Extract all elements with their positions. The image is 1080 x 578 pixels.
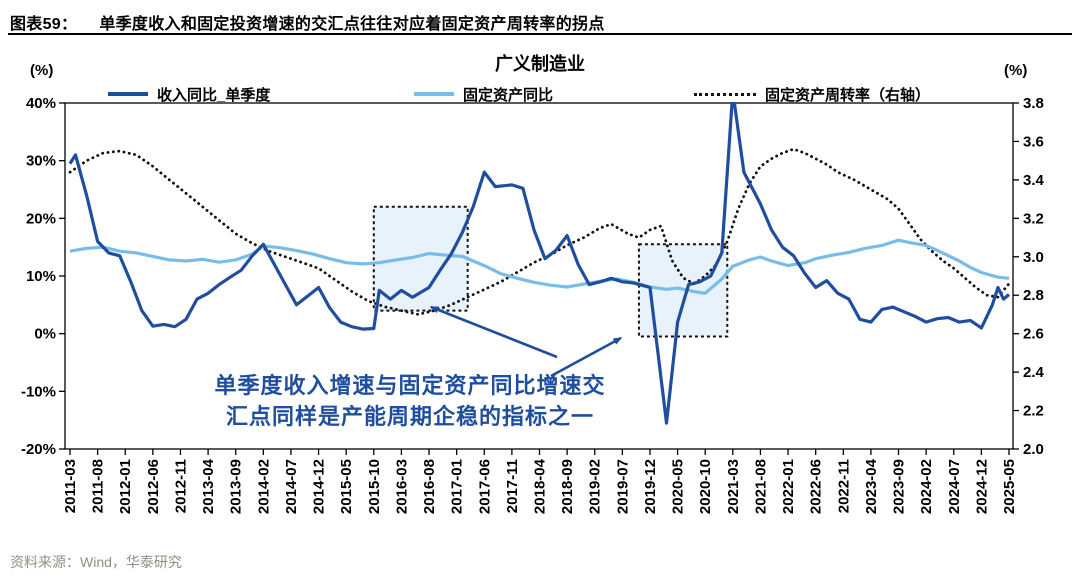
left-axis-unit: (%) <box>30 62 54 79</box>
x-axis-tick-label: 2024-07 <box>946 459 963 514</box>
x-axis-tick-label: 2011-08 <box>90 459 107 513</box>
x-axis-tick-label: 2020-05 <box>670 459 687 514</box>
right-axis-tick-label: 2.4 <box>1023 364 1045 381</box>
x-axis-tick-label: 2019-02 <box>587 459 604 514</box>
legend-item-turnover: 固定资产周转率（右轴） <box>694 84 930 104</box>
x-axis-tick-label: 2016-03 <box>393 459 410 514</box>
legend-label-fixed-assets: 固定资产同比 <box>463 86 554 104</box>
x-axis-tick-label: 2016-08 <box>421 459 438 514</box>
right-axis-tick-label: 2.2 <box>1023 403 1044 420</box>
figure-number: 图表59： <box>10 16 78 33</box>
x-axis-tick-label: 2013-09 <box>228 459 245 514</box>
x-axis-tick-label: 2015-05 <box>338 459 355 514</box>
x-axis-tick-label: 2017-06 <box>476 459 493 514</box>
right-axis-tick-label: 3.6 <box>1023 133 1044 150</box>
header-divider <box>8 33 1072 36</box>
right-axis-tick-label: 3.8 <box>1023 95 1044 112</box>
legend-swatch-fixed-assets <box>414 92 454 96</box>
x-axis-tick-label: 2012-11 <box>172 459 189 513</box>
x-axis-tick-label: 2015-10 <box>366 459 383 514</box>
annotation-arrow <box>550 336 623 378</box>
x-axis-tick-label: 2012-01 <box>117 459 134 514</box>
series-line-1 <box>69 238 1010 295</box>
right-axis-tick-label: 2.0 <box>1023 441 1044 458</box>
left-axis-tick-label: -20% <box>21 441 56 458</box>
x-axis-tick-label: 2021-03 <box>725 459 742 514</box>
right-axis-tick-label: 2.6 <box>1023 326 1044 343</box>
x-axis-tick-label: 2024-12 <box>973 459 990 514</box>
x-axis-tick-label: 2014-02 <box>255 459 272 514</box>
legend-label-revenue: 收入同比_单季度 <box>157 86 271 104</box>
left-axis-tick-label: 10% <box>26 268 56 285</box>
legend-item-revenue: 收入同比_单季度 <box>108 84 270 104</box>
x-axis-tick-label: 2019-07 <box>614 459 631 514</box>
legend-swatch-revenue <box>108 92 148 96</box>
legend-label-turnover: 固定资产周转率（右轴） <box>765 86 931 104</box>
x-axis-tick-label: 2011-03 <box>62 459 79 513</box>
x-axis-tick-label: 2022-06 <box>808 459 825 514</box>
left-axis-tick-label: 40% <box>26 95 56 112</box>
left-axis-tick-label: 30% <box>26 153 56 170</box>
right-axis-tick-label: 3.2 <box>1023 210 1044 227</box>
series-line-0 <box>68 102 1011 425</box>
figure-title: 单季度收入和固定投资增速的交汇点往往对应着固定资产周转率的拐点 <box>99 16 605 33</box>
right-axis-tick-label: 3.0 <box>1023 249 1044 266</box>
annotation-line-1: 单季度收入增速与固定资产同比增速交 <box>214 373 606 398</box>
series-line-2 <box>68 147 1011 316</box>
source-note: 资料来源：Wind，华泰研究 <box>10 554 182 570</box>
right-axis-tick-label: 2.8 <box>1023 287 1044 304</box>
x-axis-tick-label: 2019-12 <box>642 459 659 514</box>
x-axis-tick-label: 2014-07 <box>283 459 300 514</box>
left-axis-tick-label: 20% <box>26 210 56 227</box>
x-axis-tick-label: 2023-09 <box>891 459 908 514</box>
chart-annotation: 单季度收入增速与固定资产同比增速交 汇点同样是产能周期企稳的指标之一 <box>120 370 700 432</box>
x-axis-tick-label: 2025-05 <box>1001 459 1018 514</box>
x-axis-tick-label: 2021-08 <box>752 459 769 514</box>
figure-header: 图表59： 单季度收入和固定投资增速的交汇点往往对应着固定资产周转率的拐点 <box>10 10 605 34</box>
left-axis-tick-label: 0% <box>34 326 56 343</box>
left-axis-tick-label: -10% <box>21 383 56 400</box>
x-axis-tick-label: 2020-10 <box>697 459 714 514</box>
x-axis-tick-label: 2024-02 <box>918 459 935 514</box>
x-axis-tick-label: 2022-01 <box>780 459 797 514</box>
highlight-box <box>372 205 469 312</box>
x-axis-tick-label: 2013-04 <box>200 458 217 514</box>
x-axis-tick-label: 2017-01 <box>449 459 466 514</box>
chart-title: 广义制造业 <box>495 54 585 74</box>
x-axis-tick-label: 2014-12 <box>311 459 328 514</box>
x-axis-tick-label: 2017-11 <box>504 459 521 513</box>
right-axis-unit: (%) <box>1004 62 1028 79</box>
x-axis-tick-label: 2023-04 <box>863 458 880 514</box>
legend-swatch-turnover <box>694 92 756 96</box>
annotation-arrow <box>429 305 558 359</box>
right-axis-tick-label: 3.4 <box>1023 172 1045 189</box>
x-axis-tick-label: 2012-06 <box>145 459 162 514</box>
x-axis-tick-label: 2018-04 <box>532 458 549 514</box>
x-axis-tick-label: 2022-11 <box>835 459 852 513</box>
annotation-line-2: 汇点同样是产能周期企稳的指标之一 <box>225 404 594 429</box>
x-axis-tick-label: 2018-09 <box>559 459 576 514</box>
legend-item-fixed-assets: 固定资产同比 <box>414 84 553 104</box>
